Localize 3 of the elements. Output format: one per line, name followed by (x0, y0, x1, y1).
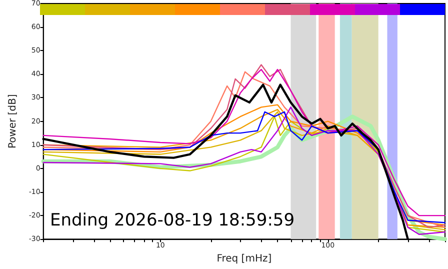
y-axis-title: Power [dB] (8, 94, 18, 149)
annotation: Ending 2026-08-19 18:59:59 (50, 210, 295, 230)
x-axis-title: Freq [mHz] (216, 254, 272, 264)
